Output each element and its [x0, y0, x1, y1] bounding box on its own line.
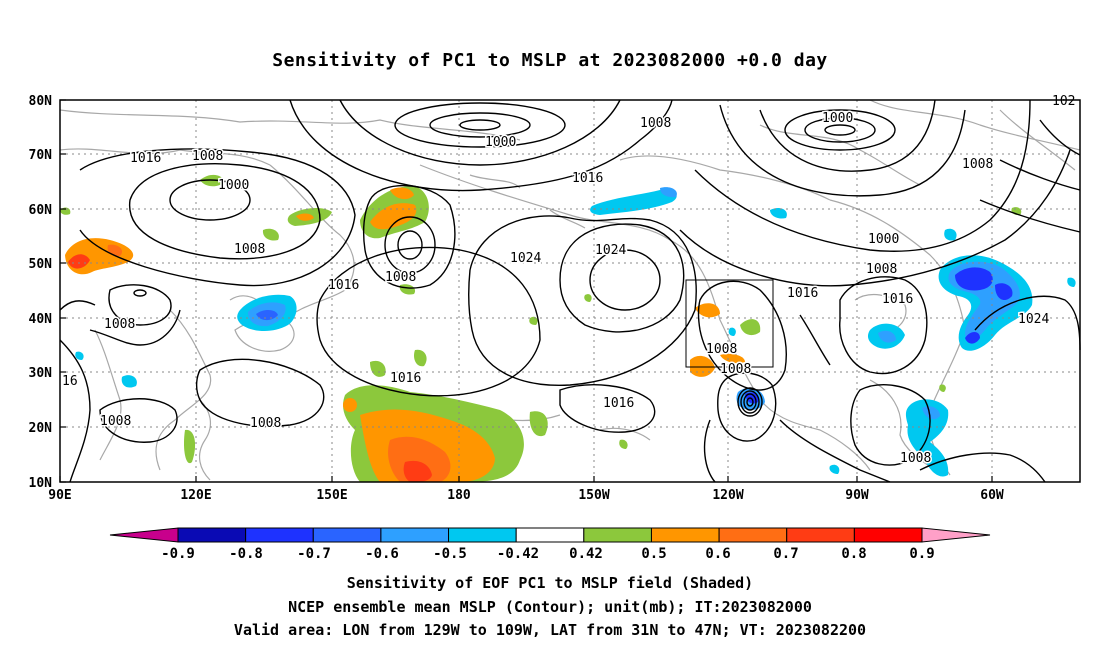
colorbar-segment	[515, 527, 585, 543]
colorbar-segment	[312, 527, 382, 543]
contour-label: 1016	[130, 151, 161, 166]
contour-label: 1000	[822, 111, 853, 126]
colorbar-segment	[245, 527, 314, 543]
contour-label: 16	[62, 374, 78, 389]
lon-label: 120E	[180, 488, 211, 503]
contour-label: 1000	[485, 135, 516, 150]
colorbar-label: -0.7	[297, 546, 331, 562]
contour-label: 1000	[868, 232, 899, 247]
colorbar-label: 0.5	[641, 546, 666, 562]
colorbar-label: -0.9	[161, 546, 195, 562]
contour-label: 1008	[900, 451, 931, 466]
colorbar-segment	[718, 527, 788, 543]
contour-label: 1008	[100, 414, 131, 429]
colorbar-label: -0.5	[433, 546, 467, 562]
lat-label: 40N	[29, 312, 53, 327]
contour-label: 1016	[328, 278, 359, 293]
contour-label: 1008	[962, 157, 993, 172]
axis-ticks	[59, 99, 993, 483]
colorbar-segment	[786, 527, 855, 543]
mslp-contours	[59, 99, 1081, 483]
colorbar: -0.9 -0.8 -0.7 -0.6 -0.5 -0.42 0.42 0.5 …	[109, 527, 991, 562]
contour-label: 1000	[218, 178, 249, 193]
contour-label: 1016	[787, 286, 818, 301]
contour-label: 1008	[720, 362, 751, 377]
contour-label: 1016	[603, 396, 634, 411]
contour-label: 1016	[572, 171, 603, 186]
plot-frame	[59, 99, 1081, 483]
contour-label: 1024	[1018, 312, 1049, 327]
latitude-labels: 80N 70N 60N 50N 40N 30N 20N 10N	[29, 94, 53, 491]
colorbar-label: -0.42	[497, 546, 539, 562]
colorbar-segment	[853, 527, 923, 543]
graticule	[60, 100, 1080, 482]
colorbar-label: 0.6	[705, 546, 730, 562]
lat-label: 60N	[29, 203, 53, 218]
colorbar-segment	[583, 527, 652, 543]
colorbar-segment	[650, 527, 720, 543]
colorbar-label: -0.8	[229, 546, 263, 562]
contour-label: 1008	[866, 262, 897, 277]
contour-label: 1016	[882, 292, 913, 307]
colorbar-labels: -0.9 -0.8 -0.7 -0.6 -0.5 -0.42 0.42 0.5 …	[161, 546, 935, 562]
contour-label: 1008	[234, 242, 265, 257]
colorbar-label: 0.7	[773, 546, 798, 562]
lon-label: 90E	[48, 488, 71, 503]
caption-valid-area: Valid area: LON from 129W to 109W, LAT f…	[233, 621, 867, 639]
colorbar-label: 0.9	[909, 546, 934, 562]
lat-label: 50N	[29, 257, 53, 272]
caption-shaded: Sensitivity of EOF PC1 to MSLP field (Sh…	[346, 574, 754, 592]
colorbar-segment	[448, 527, 517, 543]
contour-label: 1008	[250, 416, 281, 431]
valid-area-box	[685, 279, 774, 368]
colorbar-label: 0.8	[841, 546, 866, 562]
colorbar-segment	[177, 527, 247, 543]
colorbar-label: 0.42	[569, 546, 603, 562]
lon-label: 150W	[578, 488, 609, 503]
contour-label: 1008	[385, 270, 416, 285]
colorbar-label: -0.6	[365, 546, 399, 562]
colorbar-segments	[177, 527, 923, 543]
plot-area: 1000 1000 1000 1000 1008 1008 1008 1008 …	[29, 93, 1081, 503]
contour-label: 1008	[640, 116, 671, 131]
lon-label: 150E	[316, 488, 347, 503]
map-title: Sensitivity of PC1 to MSLP at 2023082000…	[272, 50, 828, 71]
shaded-sensitivity	[60, 174, 1076, 482]
lat-label: 30N	[29, 366, 53, 381]
lon-label: 90W	[845, 488, 869, 503]
lat-label: 70N	[29, 148, 53, 163]
contour-label: 1008	[706, 342, 737, 357]
contour-labels: 1000 1000 1000 1000 1008 1008 1008 1008 …	[61, 93, 1077, 468]
caption-contour: NCEP ensemble mean MSLP (Contour); unit(…	[288, 598, 812, 616]
lon-label: 60W	[980, 488, 1004, 503]
contour-label: 1016	[390, 371, 421, 386]
contour-label: 102	[1052, 94, 1075, 109]
colorbar-segment	[380, 527, 450, 543]
contour-label: 1008	[192, 149, 223, 164]
lon-label: 180	[447, 488, 471, 503]
lat-label: 20N	[29, 421, 53, 436]
lon-label: 120W	[712, 488, 743, 503]
contour-label: 1008	[104, 317, 135, 332]
longitude-labels: 90E 120E 150E 180 150W 120W 90W 60W	[48, 488, 1004, 503]
colorbar-right-triangle	[921, 527, 991, 543]
colorbar-left-triangle	[109, 527, 179, 543]
lat-label: 80N	[29, 94, 53, 109]
lat-label: 10N	[29, 476, 53, 491]
contour-label: 1024	[510, 251, 541, 266]
contour-label: 1024	[595, 243, 626, 258]
